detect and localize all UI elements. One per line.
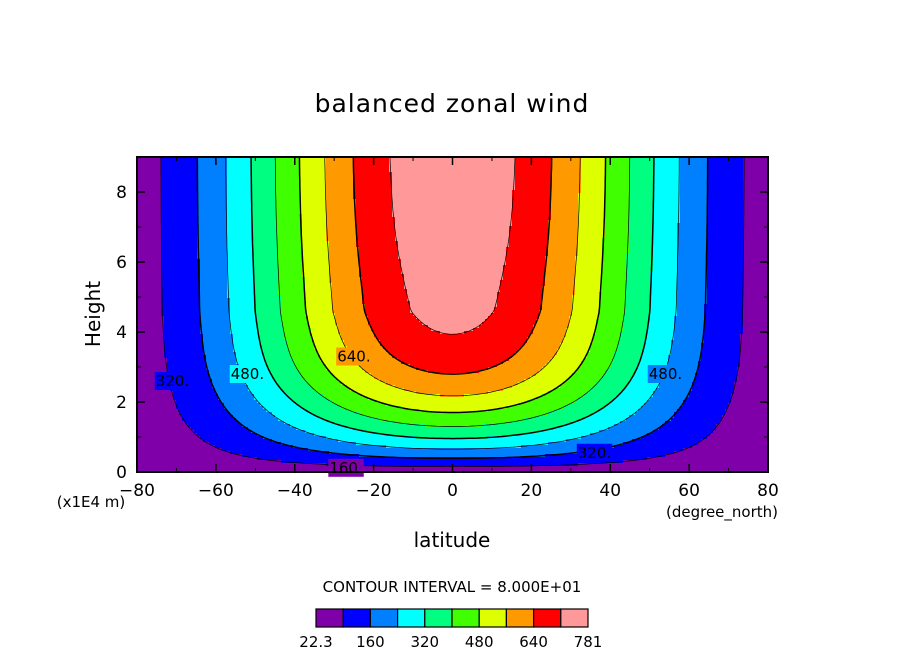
contour-line (298, 157, 607, 414)
contour-line (352, 157, 553, 375)
x-axis-units: (degree_north) (666, 503, 778, 522)
contour-line (274, 157, 631, 427)
contour-label: 480. (649, 365, 682, 383)
x-tick-label: −60 (198, 481, 234, 501)
colorbar-label: 480 (465, 633, 494, 651)
contour-label: 320. (156, 372, 189, 390)
colorbar-label: 320 (410, 633, 439, 651)
colorbar-swatch (369, 608, 399, 628)
colorbar-label: 160 (356, 633, 385, 651)
x-tick-label: −80 (119, 481, 155, 501)
x-tick-label: 40 (599, 481, 621, 501)
y-tick-label: 2 (116, 393, 127, 413)
contour-interval-text: CONTOUR INTERVAL = 8.000E+01 (323, 578, 582, 596)
y-tick-label: 4 (116, 323, 127, 343)
colorbar-swatch (505, 608, 535, 628)
colorbar-swatch (560, 608, 589, 628)
colorbar-swatch (451, 608, 480, 628)
contour-line (389, 157, 516, 335)
x-tick-label: −20 (356, 481, 392, 501)
colorbar-label: 640 (519, 633, 548, 651)
colorbar-swatch (397, 608, 426, 628)
contour-label: 160. (329, 459, 362, 477)
colorbar-swatch (478, 608, 508, 628)
colorbar-label: 781 (574, 633, 603, 651)
y-axis-label: Height (81, 281, 105, 347)
x-tick-label: 20 (521, 481, 543, 501)
contour-line (160, 157, 745, 468)
contour-line (324, 157, 581, 397)
y-tick-label: 8 (116, 183, 127, 203)
contour-line (196, 157, 709, 460)
colorbar-swatch (424, 608, 453, 628)
plot-area: 160. 320. 320. 480. 480. 640. (137, 157, 768, 477)
contour-line (250, 157, 655, 440)
filled-contours (137, 157, 768, 472)
colorbar: 22.3 160 320 480 640 781 (299, 608, 603, 651)
contour-label: 480. (231, 365, 264, 383)
colorbar-swatch (342, 608, 372, 628)
x-tick-label: 80 (757, 481, 779, 501)
axes: −80 −60 −40 −20 0 20 40 60 80 0 2 4 6 8 (116, 156, 779, 501)
x-axis-label: latitude (414, 528, 491, 552)
contour-lines (160, 157, 745, 468)
colorbar-label: 22.3 (299, 633, 332, 651)
y-axis-units: (x1E4 m) (57, 493, 126, 511)
y-tick-label: 0 (116, 463, 127, 483)
x-tick-label: 60 (678, 481, 700, 501)
x-tick-label: 0 (447, 481, 458, 501)
contour-label: 640. (337, 348, 370, 366)
chart-title: balanced zonal wind (315, 89, 590, 118)
colorbar-swatch (532, 608, 562, 628)
colorbar-swatch (315, 608, 344, 628)
y-tick-label: 6 (116, 253, 127, 273)
contour-label: 320. (578, 444, 611, 462)
x-tick-label: −40 (277, 481, 313, 501)
